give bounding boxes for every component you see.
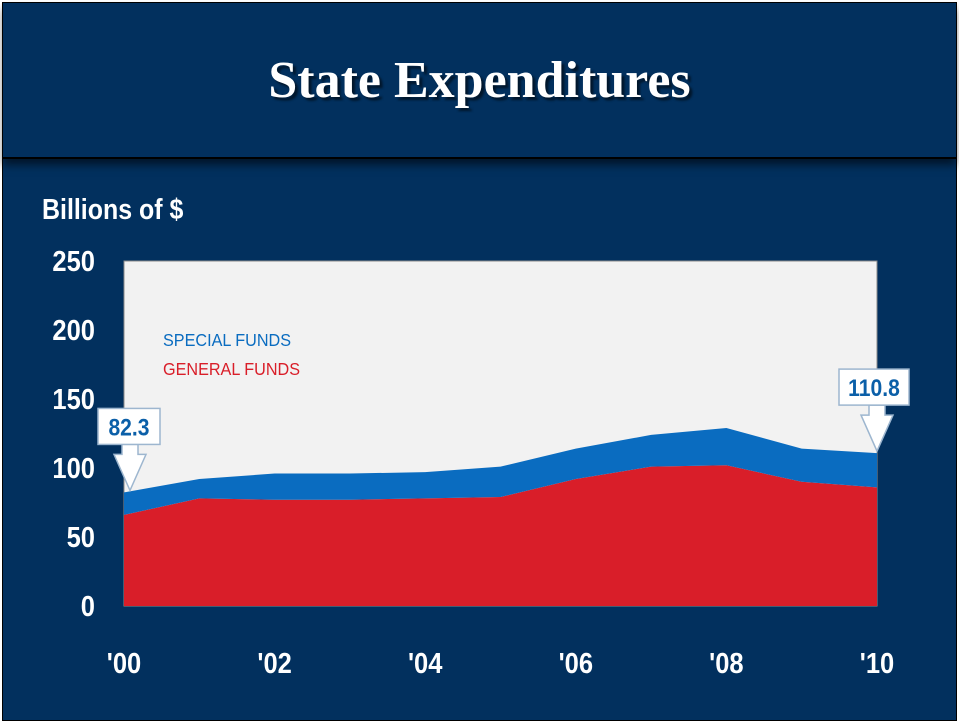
- area-special-funds: [124, 427, 877, 515]
- x-tick-label: '04: [408, 646, 443, 679]
- y-tick-label: 200: [52, 313, 95, 346]
- y-axis-label: Billions of $: [42, 194, 184, 226]
- x-tick-label: '00: [107, 646, 141, 679]
- x-tick-label: '10: [860, 646, 894, 679]
- y-tick-label: 0: [81, 589, 95, 622]
- y-tick-label: 150: [52, 382, 95, 415]
- x-tick-label: '02: [257, 646, 291, 679]
- y-tick-label: 50: [67, 520, 95, 553]
- callout-arrow: [112, 443, 148, 493]
- y-tick-label: 250: [52, 244, 95, 277]
- legend-general-funds: GENERAL FUNDS: [163, 359, 300, 379]
- callout-label: 82.3: [108, 414, 149, 441]
- callout-box: [97, 407, 161, 446]
- callout-arrow: [859, 404, 895, 453]
- chart-title: State Expenditures: [268, 52, 691, 109]
- x-tick-label: '08: [709, 646, 743, 679]
- callout-label: 110.8: [848, 375, 900, 402]
- x-tick-label: '06: [559, 646, 593, 679]
- callout-box: [838, 368, 910, 406]
- title-bar: State Expenditures: [3, 3, 956, 159]
- y-tick-label: 100: [52, 451, 95, 484]
- legend-special-funds: SPECIAL FUNDS: [163, 330, 291, 350]
- area-general-funds: [124, 465, 877, 606]
